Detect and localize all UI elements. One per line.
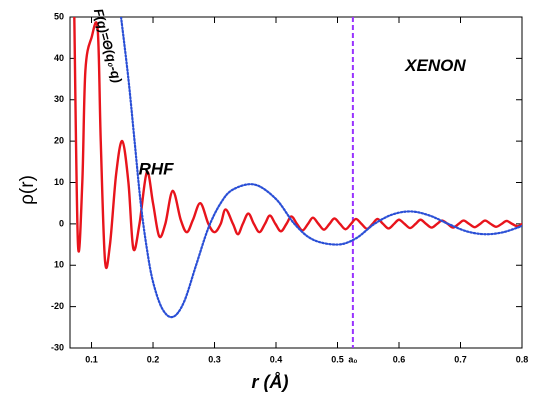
- y-tick-label: 40: [54, 53, 64, 63]
- y-tick-label: 0: [59, 218, 64, 228]
- y-tick-label: 10: [54, 177, 64, 187]
- plot-area: [73, 17, 522, 348]
- series-label: F(q)=Θ(q₀-q): [91, 7, 125, 85]
- x-axis-label: r (Å): [252, 372, 289, 392]
- x-tick-label: 0.2: [147, 354, 160, 364]
- y-tick-label: -20: [51, 301, 64, 311]
- y-tick-label: 50: [54, 11, 64, 21]
- x-tick-label: 0.6: [393, 354, 406, 364]
- y-tick-label: -30: [51, 342, 64, 352]
- x-tick-label: 0.4: [270, 354, 283, 364]
- series-label: RHF: [139, 160, 175, 179]
- reference-label: a₀: [348, 354, 357, 364]
- series-line: [73, 17, 522, 270]
- y-tick-label: 20: [54, 136, 64, 146]
- annotation: XENON: [404, 56, 466, 75]
- x-tick-label: 0.7: [454, 354, 467, 364]
- x-tick-label: 0.3: [208, 354, 221, 364]
- y-tick-label: 10: [54, 260, 64, 270]
- y-tick-label: 30: [54, 94, 64, 104]
- series-line: [119, 17, 522, 319]
- x-tick-label: 0.5: [331, 354, 344, 364]
- y-axis-label: ρ(r): [17, 175, 38, 205]
- x-tick-label: 0.8: [516, 354, 529, 364]
- x-tick-label: 0.1: [85, 354, 98, 364]
